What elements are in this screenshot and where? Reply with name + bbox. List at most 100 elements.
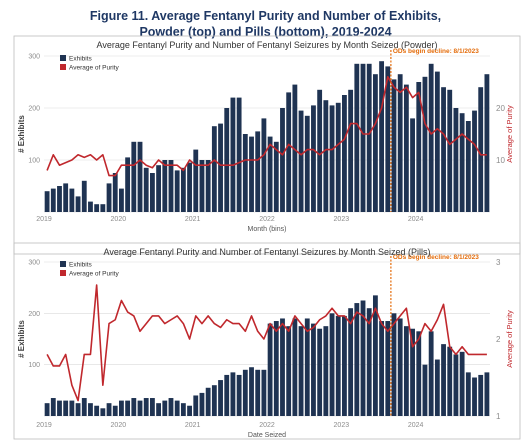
exhibit-bar (75, 196, 81, 212)
exhibit-bar (434, 71, 440, 212)
exhibit-bar (156, 165, 162, 212)
exhibit-bar (69, 188, 75, 212)
x-axis-label: Month (bins) (248, 226, 287, 233)
exhibit-bar (218, 123, 223, 212)
exhibit-bar (199, 392, 205, 416)
chart-panel-2: 100 200 300 1 2 3 2019 2020 2021 2022 2023 2024 ODs … (13, 242, 521, 440)
exhibit-bar (174, 170, 180, 212)
exhibit-bar (311, 105, 316, 212)
exhibit-bar (273, 141, 279, 212)
y-tick-label: 200 (28, 311, 40, 318)
exhibit-bar (441, 344, 446, 416)
exhibit-bar (75, 403, 81, 416)
exhibit-bar (447, 89, 453, 212)
exhibit-bar (50, 188, 56, 212)
exhibit-bar (342, 95, 347, 212)
exhibit-bar (298, 110, 304, 212)
y2-tick-label: 20 (496, 104, 505, 113)
exhibit-bar (410, 118, 415, 212)
exhibit-bar (416, 82, 422, 212)
exhibit-bar (465, 121, 471, 212)
ods-decline-label: ODs begin decline: 8/1/2023 (393, 254, 479, 261)
exhibit-bar (57, 400, 62, 416)
y-axis-label: # Exhibits (17, 320, 26, 358)
exhibit-bar (323, 100, 329, 212)
exhibit-bar (255, 131, 261, 212)
exhibit-bar (273, 321, 279, 416)
exhibit-bar (391, 79, 397, 213)
y2-axis-label: Average of Purity (505, 310, 514, 368)
exhibit-bar (366, 63, 372, 212)
exhibit-bar (224, 374, 230, 416)
exhibit-bar (459, 351, 465, 416)
exhibit-bar (342, 315, 347, 416)
exhibit-bar (63, 400, 69, 416)
exhibit-bar (125, 400, 131, 416)
exhibit-bar (63, 183, 69, 212)
exhibit-bar (50, 398, 56, 416)
exhibit-bar (385, 321, 391, 416)
exhibit-bar (391, 313, 397, 416)
y2-tick-label: 1 (496, 412, 501, 421)
exhibit-bar (261, 369, 267, 416)
x-tick-label: 2023 (334, 422, 350, 429)
exhibit-bar (360, 300, 366, 416)
exhibit-bar (168, 398, 174, 416)
exhibit-bar (174, 400, 180, 416)
purity-line (46, 76, 487, 177)
exhibit-bar (323, 326, 329, 416)
y-axis-label: # Exhibits (17, 115, 26, 153)
exhibit-bar (472, 110, 477, 212)
x-tick-label: 2019 (36, 216, 52, 223)
exhibit-bar (57, 186, 62, 212)
exhibit-bar (434, 359, 440, 416)
x-tick-label: 2019 (36, 422, 52, 429)
exhibit-bar (317, 328, 323, 416)
chart-title: Average Fentanyl Purity and Number of Fe… (104, 247, 431, 257)
exhibit-bar (193, 149, 199, 212)
exhibit-bar (403, 326, 409, 416)
exhibit-bar (44, 191, 50, 212)
legend-swatch-exhibits (60, 261, 66, 267)
y2-tick-label: 10 (496, 156, 505, 165)
exhibit-bar (298, 326, 304, 416)
chart-title: Average Fentanyl Purity and Number of Fe… (96, 40, 437, 50)
exhibit-bar (88, 201, 93, 212)
exhibit-bar (242, 369, 248, 416)
exhibit-bar (311, 323, 316, 416)
exhibit-bar (329, 105, 335, 212)
exhibit-bar (112, 173, 118, 212)
exhibit-bar (205, 160, 211, 212)
figure-title: Figure 11. Average Fentanyl Purity and N… (0, 8, 531, 40)
exhibit-bar (69, 400, 75, 416)
exhibit-bar (119, 400, 124, 416)
y2-tick-label: 2 (496, 335, 501, 344)
exhibit-bar (88, 403, 93, 416)
exhibit-bar (416, 331, 422, 416)
x-tick-label: 2020 (111, 216, 127, 223)
exhibit-bar (131, 141, 137, 212)
exhibit-bar (372, 74, 378, 212)
exhibit-bar (112, 405, 118, 416)
exhibit-bar (286, 326, 292, 416)
exhibit-bar (249, 136, 254, 212)
exhibit-bar (143, 167, 149, 212)
exhibit-bar (218, 380, 223, 416)
exhibit-bar (428, 63, 434, 212)
exhibit-bar (162, 160, 168, 212)
exhibit-bar (453, 108, 459, 212)
exhibit-bar (484, 74, 490, 212)
legend-label: Average of Purity (69, 65, 119, 72)
exhibit-bar (106, 183, 112, 212)
exhibit-bar (304, 115, 310, 212)
legend-swatch-purity (60, 270, 66, 276)
exhibit-bar (422, 76, 428, 212)
y-tick-label: 300 (28, 260, 40, 267)
exhibit-bar (100, 204, 106, 212)
legend-label: Average of Purity (69, 271, 119, 278)
exhibit-bar (348, 89, 354, 212)
exhibit-bar (211, 126, 217, 212)
exhibit-bar (366, 308, 372, 416)
y-tick-label: 100 (28, 362, 40, 369)
exhibit-bar (180, 167, 186, 212)
